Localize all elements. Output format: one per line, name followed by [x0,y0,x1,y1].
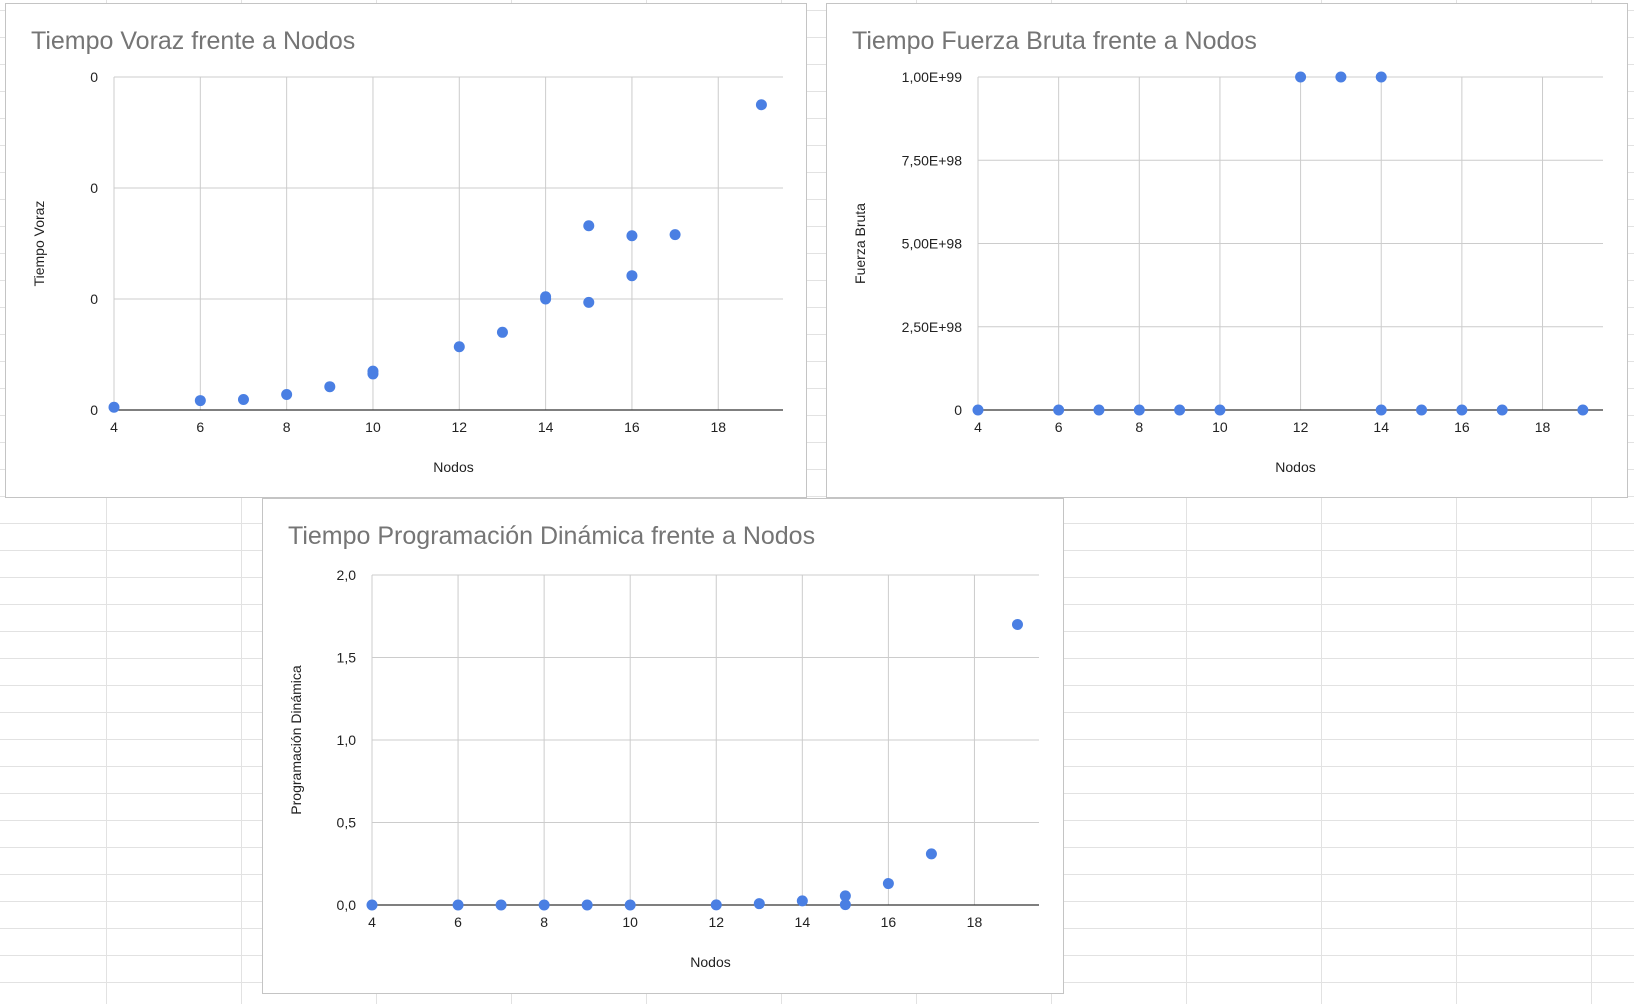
chart-title: Tiempo Programación Dinámica frente a No… [288,522,815,550]
x-tick-label: 8 [1135,419,1143,435]
x-tick-label: 14 [1373,419,1389,435]
data-point [583,296,595,308]
chart-title: Tiempo Fuerza Bruta frente a Nodos [852,27,1257,55]
y-tick-label: 0,5 [337,815,357,831]
data-point [1416,404,1428,416]
y-tick-label: 1,0 [337,732,357,748]
x-tick-label: 6 [196,419,204,435]
x-tick-label: 18 [1535,419,1551,435]
y-tick-label: 0 [90,291,98,307]
y-tick-label: 0 [90,402,98,418]
chart-fuerza-bruta: Tiempo Fuerza Bruta frente a Nodos 0 2,50E… [852,27,1603,475]
data-point [452,899,464,911]
x-tick-label: 6 [1055,419,1063,435]
x-tick-label: 14 [538,419,554,435]
y-tick-label: 0 [954,402,962,418]
y-tick-label: 0,0 [337,897,357,913]
data-point [1053,404,1065,416]
data-point [1577,404,1589,416]
data-point [1011,619,1023,630]
x-tick-label: 16 [1454,419,1470,435]
x-tick-label: 16 [624,419,640,435]
data-point [626,270,638,282]
y-tick-label: 1,00E+99 [902,69,963,85]
x-tick-label: 8 [283,419,291,435]
data-point [1133,404,1145,416]
data-point [839,899,851,911]
x-tick-label: 4 [974,419,982,435]
data-point [1295,71,1307,83]
y-tick-label: 2,0 [337,567,357,583]
data-point [1214,404,1226,416]
x-tick-label: 10 [1212,419,1228,435]
x-tick-label: 4 [368,914,376,930]
data-point [1456,404,1468,416]
x-tick-label: 10 [365,419,381,435]
chart-panel-voraz: Tiempo Voraz frente a Nodos 0 0 0 0 4 6 8 10 12 14… [5,3,807,498]
data-point [581,899,593,911]
data-point [538,899,550,911]
y-axis-title: Fuerza Bruta [852,203,868,284]
x-tick-label: 4 [110,419,118,435]
y-axis-title: Tiempo Voraz [31,201,47,287]
data-point [495,899,507,911]
data-point [366,899,378,911]
y-tick-label: 5,00E+98 [902,236,963,252]
data-point [882,878,894,890]
data-point [1496,404,1508,416]
x-tick-label: 6 [454,914,462,930]
data-point [237,393,249,405]
x-tick-label: 12 [708,914,724,930]
data-point [1174,404,1186,416]
data-point [367,365,379,377]
chart-panel-fuerza-bruta: Tiempo Fuerza Bruta frente a Nodos 0 2,50E… [826,3,1628,498]
x-tick-label: 10 [622,914,638,930]
y-tick-label: 0 [90,69,98,85]
x-axis-title: Nodos [1275,459,1315,475]
data-point [1375,71,1387,83]
data-point [1335,71,1347,83]
data-point [972,404,984,416]
x-axis-title: Nodos [433,459,473,475]
data-point [194,395,206,407]
x-tick-label: 18 [710,419,726,435]
chart-panel-programacion-dinamica: Tiempo Programación Dinámica frente a No… [262,498,1064,994]
data-point [540,291,552,303]
data-point [755,99,767,111]
x-tick-label: 18 [967,914,983,930]
y-tick-label: 2,50E+98 [902,319,963,335]
x-axis-title: Nodos [690,954,730,970]
data-point [453,341,465,353]
data-point [324,381,336,393]
x-tick-label: 8 [540,914,548,930]
x-tick-label: 12 [1293,419,1309,435]
data-point [925,848,937,860]
y-axis-title: Programación Dinámica [288,665,304,815]
data-point [669,229,681,241]
data-point [753,898,765,910]
y-tick-label: 1,5 [337,650,357,666]
x-tick-label: 12 [452,419,468,435]
x-tick-label: 16 [881,914,897,930]
data-point [496,326,508,338]
data-point [710,899,722,911]
data-point [1093,404,1105,416]
x-tick-label: 14 [795,914,811,930]
chart-programacion-dinamica: Tiempo Programación Dinámica frente a No… [288,522,1039,970]
chart-title: Tiempo Voraz frente a Nodos [31,27,355,55]
data-point [583,220,595,232]
y-tick-label: 7,50E+98 [902,152,963,168]
data-point [624,899,636,911]
data-point [108,401,120,413]
y-tick-label: 0 [90,180,98,196]
data-point [281,388,293,400]
data-point [839,890,851,902]
data-point [1375,404,1387,416]
data-point [626,230,638,242]
data-point [796,895,808,907]
